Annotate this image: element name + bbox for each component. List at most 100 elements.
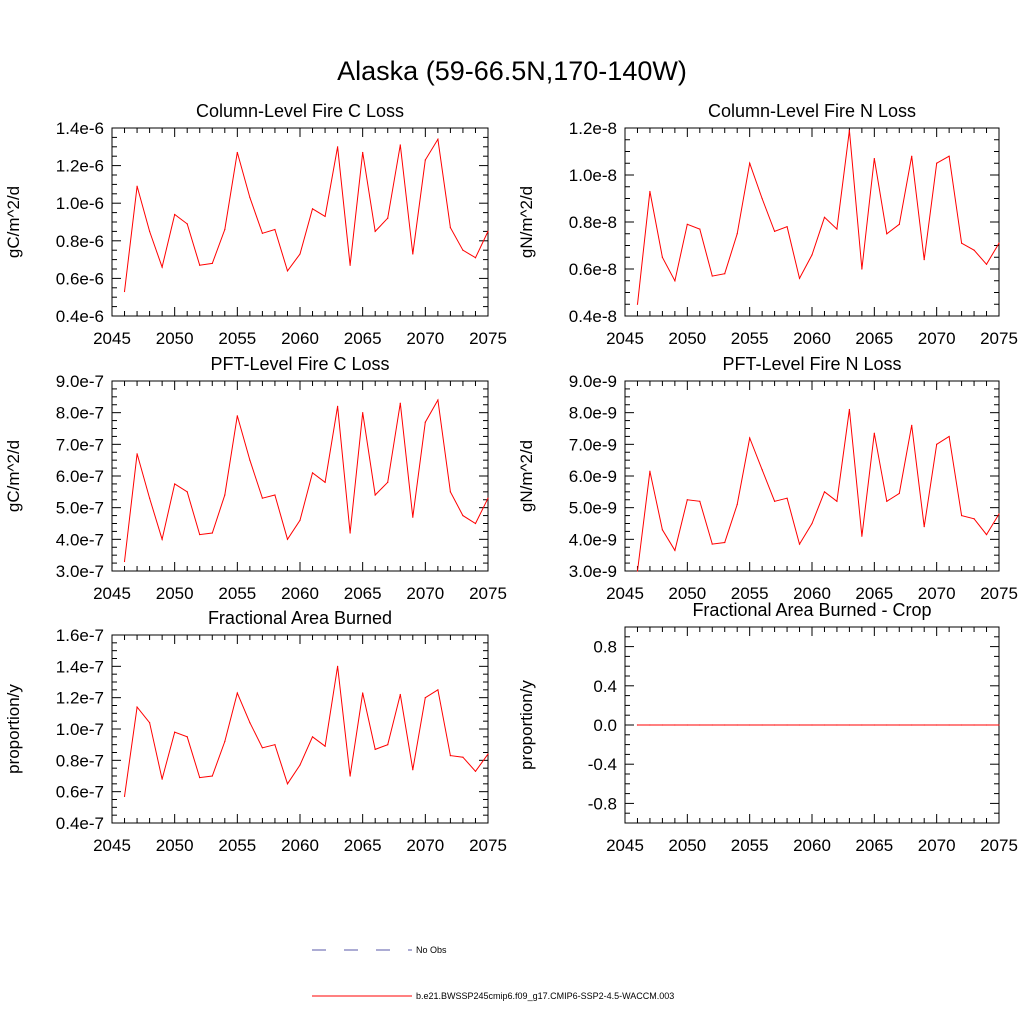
y-tick-label: 0.8e-7 — [56, 751, 104, 770]
data-point — [437, 689, 439, 691]
data-point — [211, 775, 213, 777]
data-point — [749, 437, 751, 439]
data-point — [998, 724, 1000, 726]
data-point — [711, 275, 713, 277]
y-tick-label: 4.0e-9 — [569, 530, 617, 549]
data-point — [836, 500, 838, 502]
data-point — [873, 724, 875, 726]
y-tick-label: 0.4e-8 — [569, 307, 617, 326]
data-point — [399, 402, 401, 404]
data-point — [474, 770, 477, 772]
data-point — [174, 731, 176, 733]
data-point — [186, 223, 188, 225]
data-point — [823, 216, 826, 218]
data-point — [861, 268, 863, 270]
data-point — [786, 497, 788, 499]
data-point — [836, 724, 838, 726]
data-point — [674, 549, 676, 552]
x-tick-label: 2065 — [344, 329, 382, 348]
data-point — [699, 724, 701, 726]
x-tick-label: 2060 — [793, 836, 831, 855]
data-point — [985, 724, 988, 726]
data-point — [149, 230, 151, 232]
data-point — [985, 533, 988, 536]
panel-title: PFT-Level Fire N Loss — [722, 354, 901, 374]
y-tick-label: 4.0e-7 — [56, 530, 104, 549]
data-point — [249, 196, 251, 199]
plot-frame — [111, 380, 489, 572]
data-point — [374, 748, 376, 750]
data-point — [761, 724, 763, 726]
data-point — [686, 499, 688, 501]
data-point — [424, 697, 426, 699]
data-point — [786, 724, 788, 726]
legend: No Obs b.e21.BWSSP245cmip6.f09_g17.CMIP6… — [312, 945, 674, 1001]
data-point — [823, 724, 826, 726]
data-point — [848, 724, 851, 726]
data-point — [811, 254, 813, 256]
data-point — [649, 190, 651, 193]
chart-panel: Column-Level Fire N Loss gN/m^2/d 2045 2050… — [517, 101, 1018, 348]
data-point — [911, 724, 913, 726]
data-point — [961, 514, 963, 517]
data-point — [998, 513, 1000, 515]
y-tick-label: 1.0e-7 — [56, 720, 104, 739]
data-point — [936, 724, 938, 726]
data-point — [449, 227, 451, 229]
y-tick-label: 1.4e-7 — [56, 657, 104, 676]
data-point — [161, 778, 163, 780]
data-point — [186, 491, 188, 493]
data-point — [299, 519, 301, 521]
data-point — [161, 266, 163, 268]
data-point — [224, 740, 226, 743]
data-point — [649, 470, 651, 472]
data-point — [661, 529, 664, 531]
data-point — [898, 492, 900, 495]
x-tick-label: 2055 — [218, 329, 256, 348]
chart-panel: Column-Level Fire C Loss gC/m^2/d 2045 2050… — [4, 101, 507, 348]
x-tick-label: 2065 — [855, 584, 893, 603]
data-point — [911, 155, 913, 157]
x-tick-label: 2055 — [731, 584, 769, 603]
x-tick-label: 2075 — [469, 836, 507, 855]
data-point — [337, 405, 339, 407]
data-point — [961, 242, 963, 244]
x-tick-label: 2065 — [855, 836, 893, 855]
x-tick-label: 2045 — [606, 836, 644, 855]
data-point — [761, 469, 763, 471]
data-point — [274, 494, 276, 496]
x-tick-label: 2075 — [469, 584, 507, 603]
data-point — [311, 208, 314, 210]
data-point — [474, 522, 477, 525]
data-point — [774, 500, 776, 502]
x-tick-label: 2050 — [156, 836, 194, 855]
data-point — [337, 665, 339, 667]
y-axis-label: proportion/y — [517, 680, 536, 770]
x-tick-label: 2055 — [218, 584, 256, 603]
data-point — [186, 736, 188, 738]
data-point — [948, 724, 950, 726]
data-point — [674, 724, 676, 726]
data-point — [823, 491, 826, 493]
data-point — [236, 415, 238, 417]
data-point — [973, 518, 975, 520]
data-point — [261, 232, 263, 234]
y-tick-label: 1.2e-7 — [56, 689, 104, 708]
data-point — [886, 724, 888, 726]
data-point — [424, 159, 426, 161]
y-tick-label: 1.2e-6 — [56, 157, 104, 176]
x-tick-label: 2075 — [980, 584, 1018, 603]
y-tick-label: 7.0e-9 — [569, 435, 617, 454]
x-tick-label: 2070 — [918, 584, 956, 603]
data-point — [973, 724, 975, 726]
data-point — [774, 724, 776, 726]
series-line — [124, 398, 489, 562]
data-point — [798, 277, 801, 279]
panel-title: Fractional Area Burned — [208, 608, 392, 628]
y-tick-label: 0.8e-8 — [569, 213, 617, 232]
data-point — [311, 736, 314, 738]
x-tick-label: 2045 — [93, 329, 131, 348]
data-point — [123, 795, 126, 797]
data-point — [699, 500, 701, 502]
